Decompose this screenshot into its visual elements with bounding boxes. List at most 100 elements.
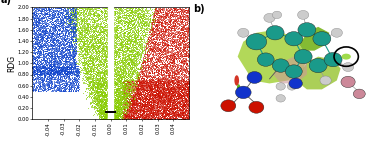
Point <box>109 19 115 21</box>
Point <box>128 80 134 83</box>
Point <box>117 114 123 116</box>
Point <box>177 101 183 104</box>
Point <box>113 100 119 102</box>
Point <box>48 66 54 69</box>
Point <box>70 68 76 70</box>
Point <box>141 107 147 110</box>
Point <box>83 21 89 24</box>
Point <box>144 59 150 61</box>
Circle shape <box>246 34 266 50</box>
Point <box>105 92 111 95</box>
Point <box>146 81 152 83</box>
Point <box>161 27 167 29</box>
Point <box>141 84 147 86</box>
Point <box>110 48 116 51</box>
Point <box>168 53 174 55</box>
Point <box>120 91 126 94</box>
Point <box>33 7 39 9</box>
Point <box>140 82 146 84</box>
Point <box>172 75 178 78</box>
Point <box>147 91 153 94</box>
Point <box>161 116 167 118</box>
Point <box>48 71 54 73</box>
Point <box>152 117 158 119</box>
Point <box>143 11 149 14</box>
Point <box>104 60 110 63</box>
Point <box>52 67 58 69</box>
Point <box>114 32 120 34</box>
Point <box>101 38 107 40</box>
Point <box>32 31 38 34</box>
Point <box>113 7 119 9</box>
Point <box>120 115 126 117</box>
Point <box>111 55 117 58</box>
Point <box>123 92 129 95</box>
Point <box>147 99 153 102</box>
Point <box>182 36 188 38</box>
Point <box>112 14 118 17</box>
Point <box>123 113 129 116</box>
Point <box>92 73 98 76</box>
Point <box>31 49 37 51</box>
Point <box>62 79 68 82</box>
Point <box>84 83 90 85</box>
Point <box>178 103 184 105</box>
Point <box>96 34 102 37</box>
Point <box>114 78 120 80</box>
Point <box>38 61 44 63</box>
Point <box>158 104 164 107</box>
Point <box>118 9 124 12</box>
Point <box>50 62 56 65</box>
Point <box>92 72 98 75</box>
Point <box>129 88 135 90</box>
Point <box>104 91 110 94</box>
Point <box>71 33 77 35</box>
Point <box>70 17 76 20</box>
Point <box>162 39 168 41</box>
Point <box>101 29 107 32</box>
Point <box>44 43 50 45</box>
Point <box>122 45 129 47</box>
Point <box>150 84 156 87</box>
Point <box>153 24 159 26</box>
Point <box>150 46 156 48</box>
Point <box>153 70 159 73</box>
Point <box>135 96 141 98</box>
Point <box>138 117 144 119</box>
Point <box>180 87 186 89</box>
Point <box>87 39 93 41</box>
Point <box>64 7 70 10</box>
Point <box>113 60 119 63</box>
Point <box>118 86 124 89</box>
Point <box>96 57 102 59</box>
Point <box>63 60 69 62</box>
Point <box>99 43 105 45</box>
Point <box>161 44 167 46</box>
Point <box>166 35 172 37</box>
Point <box>29 15 36 18</box>
Point <box>67 15 73 17</box>
Point <box>146 39 152 42</box>
Point <box>184 111 190 114</box>
Point <box>119 100 125 103</box>
Point <box>110 55 116 57</box>
Point <box>185 55 191 57</box>
Point <box>53 90 59 92</box>
Point <box>115 88 121 90</box>
Point <box>100 42 106 44</box>
Point <box>81 47 87 50</box>
Point <box>43 79 49 81</box>
Point <box>131 116 137 118</box>
Point <box>107 94 113 97</box>
Point <box>149 115 155 118</box>
Point <box>127 89 133 91</box>
Point <box>118 87 124 89</box>
Point <box>80 14 86 17</box>
Point <box>79 7 85 9</box>
Point <box>148 63 154 65</box>
Point <box>117 90 123 93</box>
Point <box>147 115 153 117</box>
Point <box>54 43 60 46</box>
Point <box>182 58 188 61</box>
Point <box>145 112 151 114</box>
